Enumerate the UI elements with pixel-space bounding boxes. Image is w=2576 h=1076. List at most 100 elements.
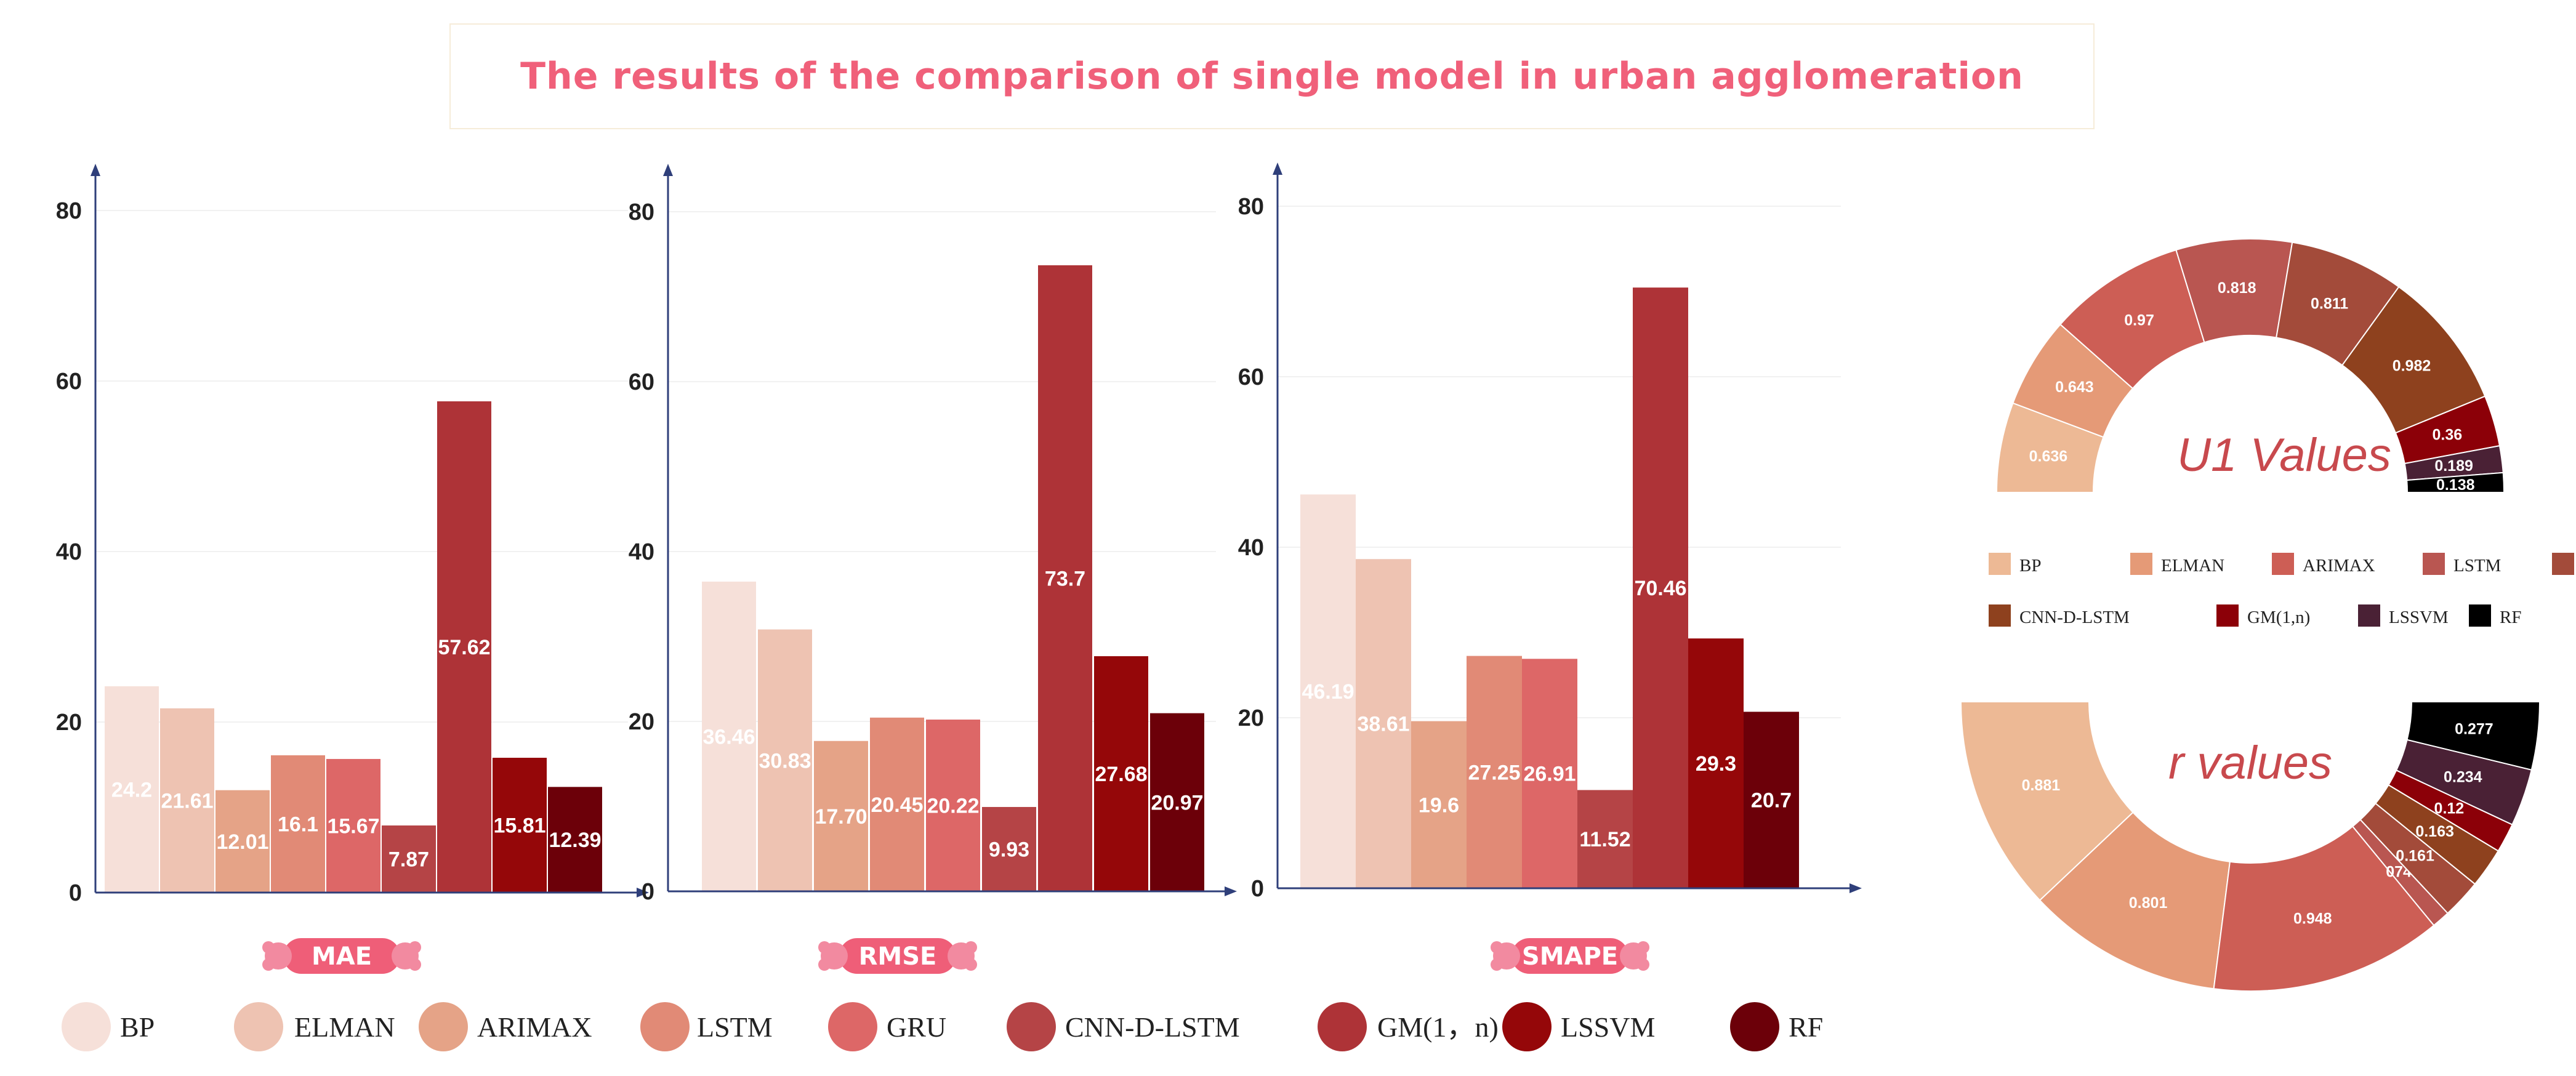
bar-value-label: 27.68 xyxy=(1095,763,1147,786)
metric-badge-rmse: RMSE xyxy=(818,938,977,974)
x-axis-arrow xyxy=(637,888,649,897)
bar-value-label: 20.97 xyxy=(1151,791,1203,814)
y-tick-label: 60 xyxy=(56,369,82,395)
slice-rf xyxy=(2406,472,2505,493)
legend-swatch xyxy=(1007,1002,1056,1051)
y-tick-label: 0 xyxy=(642,879,654,905)
donut-r-values: 0.8810.8010.9480740.1610.1630.120.2340.2… xyxy=(1960,701,2541,992)
bar-bp xyxy=(1300,494,1356,888)
legend-item: RF xyxy=(1730,1002,1823,1051)
bar-value-label: 24.2 xyxy=(111,778,152,801)
badge-body xyxy=(1511,938,1628,974)
bar-gru xyxy=(326,758,380,893)
legend-label: BP xyxy=(120,1011,155,1043)
donut-legend-label: GM(1,n) xyxy=(2247,608,2310,627)
y-axis-arrow xyxy=(1273,163,1282,175)
slice-label: 0.234 xyxy=(2444,768,2482,785)
badge-end xyxy=(1491,958,1503,971)
donut-title: U1 Values xyxy=(2177,429,2391,481)
bar-value-label: 27.25 xyxy=(1468,761,1520,784)
donut-legend-item: LSSVM xyxy=(2358,604,2449,627)
donut-legend-swatch xyxy=(2469,604,2491,627)
x-axis-arrow xyxy=(1849,883,1862,893)
legend-item: CNN-D-LSTM xyxy=(1007,1002,1240,1051)
page-title: The results of the comparison of single … xyxy=(520,55,2024,98)
slice-label: 0.36 xyxy=(2433,427,2463,444)
bar-value-label: 20.22 xyxy=(927,794,979,817)
bar-value-label: 20.7 xyxy=(1751,789,1792,813)
bar-value-label: 9.93 xyxy=(989,838,1029,861)
slice-label: 0.277 xyxy=(2455,720,2493,737)
badge-body xyxy=(283,938,400,974)
legend-item: LSTM xyxy=(640,1002,773,1051)
legend-swatch xyxy=(1318,1002,1367,1051)
bar-value-label: 20.45 xyxy=(871,793,923,817)
bar-value-label: 12.39 xyxy=(549,829,601,852)
y-tick-label: 80 xyxy=(629,199,654,225)
slice-bp xyxy=(1960,701,2134,901)
bar-value-label: 36.46 xyxy=(702,725,755,749)
bar-value-label: 16.1 xyxy=(278,813,318,837)
slice-label: 0.811 xyxy=(2311,295,2348,312)
y-tick-label: 80 xyxy=(56,198,82,224)
bar-value-label: 38.61 xyxy=(1357,713,1409,736)
donut-legend-item: ARIMAX xyxy=(2272,553,2375,576)
badge-end xyxy=(262,941,275,954)
y-tick-label: 0 xyxy=(69,880,82,906)
legend-label: ARIMAX xyxy=(477,1011,592,1043)
legend-label: GM(1，n) xyxy=(1377,1011,1499,1043)
badge-end xyxy=(409,941,421,954)
bar-lstm xyxy=(1467,656,1522,888)
slice-label: 0.801 xyxy=(2129,894,2168,912)
bar-elman xyxy=(160,708,214,893)
bar-bp xyxy=(105,686,159,893)
bar-lssvm xyxy=(1094,656,1148,891)
y-tick-label: 40 xyxy=(56,539,82,565)
badge-label: SMAPE xyxy=(1522,942,1618,971)
x-axis-arrow xyxy=(1225,886,1237,896)
donut-legend: BP ELMAN ARIMAX LSTM GRU CNN-D-LSTM GM(1,n) LSS… xyxy=(1989,553,2574,627)
badge-end xyxy=(409,958,421,971)
bar-rf xyxy=(548,787,602,893)
donut-title: r values xyxy=(2168,737,2332,789)
bar-lstm xyxy=(271,755,325,893)
bar-lssvm xyxy=(1688,638,1744,888)
bar-gm-1-n- xyxy=(1038,265,1092,891)
slice-label: 0.138 xyxy=(2436,476,2475,494)
bar-cnn-d-lstm xyxy=(982,806,1036,891)
bar-value-label: 7.87 xyxy=(388,848,429,872)
legend-item: GRU xyxy=(828,1002,946,1051)
slice-arimax xyxy=(2213,825,2435,992)
bar-rf xyxy=(1150,713,1204,891)
bar-gm-1-n- xyxy=(1633,287,1688,888)
legend-swatch xyxy=(234,1002,283,1051)
bar-lstm xyxy=(870,717,924,891)
bar-elman xyxy=(1356,559,1411,888)
y-axis-arrow xyxy=(91,164,100,176)
legend-item: GM(1，n) xyxy=(1318,1002,1499,1051)
legend-label: CNN-D-LSTM xyxy=(1065,1011,1240,1043)
slice-label: 0.818 xyxy=(2218,279,2256,297)
legend-label: LSTM xyxy=(697,1011,773,1043)
legend-label: ELMAN xyxy=(294,1011,395,1043)
slice-label: 0.982 xyxy=(2393,358,2431,375)
bar-rf xyxy=(1744,712,1799,888)
slice-rf xyxy=(2406,701,2541,771)
donut-legend-swatch xyxy=(2130,553,2152,575)
slice-label: 0.948 xyxy=(2293,910,2332,928)
badge-end xyxy=(818,941,831,954)
badge-end xyxy=(965,941,977,954)
legend-item: ARIMAX xyxy=(419,1002,592,1051)
slice-label: 0.97 xyxy=(2124,312,2154,329)
slice-lstm xyxy=(2351,819,2449,926)
badge-end xyxy=(262,958,275,971)
donut-legend-item: CNN-D-LSTM xyxy=(1989,604,2130,627)
slice-gru xyxy=(2359,802,2476,915)
legend-swatch xyxy=(828,1002,877,1051)
bar-value-label: 12.01 xyxy=(216,830,268,854)
badge-end xyxy=(1637,958,1649,971)
donut-u1-values: 0.636 0.643 0.97 0.818 0.811 0.982 0.36 0.1890.… xyxy=(1995,238,2505,494)
